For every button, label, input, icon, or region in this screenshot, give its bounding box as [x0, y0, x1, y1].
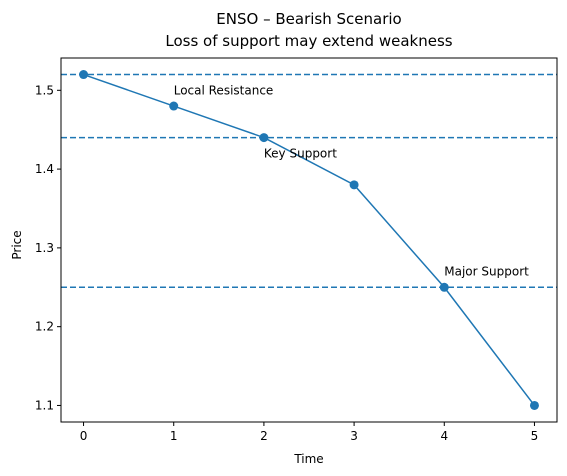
x-tick-label: 2 [260, 429, 268, 443]
y-tick-label: 1.1 [35, 398, 54, 412]
reference-lines [61, 73, 557, 289]
y-tick-label: 1.5 [35, 83, 54, 97]
ticks-layer: 0 1 2 3 4 5 1.1 1.2 1.3 1.4 1.5 [35, 83, 538, 443]
data-point-2 [169, 101, 179, 111]
x-tick-label: 0 [80, 429, 88, 443]
annotations-layer: Local Resistance Key Support Major Support [174, 83, 529, 278]
x-tick-label: 1 [170, 429, 178, 443]
series-line [83, 73, 536, 406]
data-point-6 [529, 400, 539, 410]
x-tick-label: 4 [440, 429, 448, 443]
chart-title: ENSO – Bearish Scenario [216, 10, 401, 28]
series-layer [79, 70, 539, 410]
x-axis-label: Time [293, 452, 323, 466]
data-point-4 [349, 180, 359, 190]
annotation-key-support: Key Support [264, 146, 337, 160]
y-tick-label: 1.2 [35, 320, 54, 334]
data-point-3 [259, 133, 269, 143]
y-tick-label: 1.3 [35, 241, 54, 255]
chart-subtitle: Loss of support may extend weakness [165, 32, 452, 50]
plot-frame [60, 57, 558, 423]
y-tick-label: 1.4 [35, 162, 54, 176]
annotation-major-support: Major Support [444, 265, 529, 279]
x-tick-label: 3 [350, 429, 358, 443]
annotation-local-resistance: Local Resistance [174, 83, 274, 97]
data-point-1 [79, 70, 89, 80]
x-tick-label: 5 [531, 429, 539, 443]
y-axis-label: Price [10, 230, 24, 259]
data-point-5 [439, 282, 449, 292]
